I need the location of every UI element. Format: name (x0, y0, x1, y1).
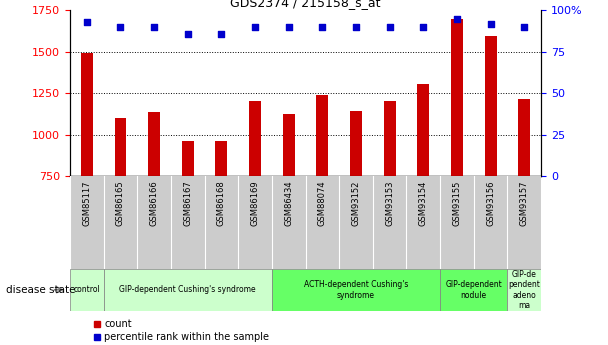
Point (183, 31, 193, 36)
Point (284, 24, 294, 30)
Bar (451, 19, 463, 300)
Text: GSM85117: GSM85117 (82, 181, 91, 226)
Text: GIP-dependent
nodule: GIP-dependent nodule (446, 280, 502, 299)
Bar (182, 141, 193, 300)
Point (351, 24, 361, 30)
Point (452, 16, 462, 21)
Text: GSM93153: GSM93153 (385, 181, 394, 226)
Bar (249, 101, 261, 300)
Text: GIP-dependent Cushing's syndrome: GIP-dependent Cushing's syndrome (119, 285, 256, 294)
Bar (103, 269, 272, 310)
Text: GSM86168: GSM86168 (217, 181, 226, 226)
Text: GIP-de
pendent
adeno
ma: GIP-de pendent adeno ma (508, 270, 541, 310)
Point (418, 24, 428, 30)
Bar (81, 53, 92, 300)
Text: GSM93157: GSM93157 (520, 181, 529, 226)
Point (317, 24, 327, 30)
Point (486, 21, 496, 26)
Text: GSM86167: GSM86167 (183, 181, 192, 226)
Text: ACTH-dependent Cushing's
syndrome: ACTH-dependent Cushing's syndrome (304, 280, 408, 299)
Text: GSM93156: GSM93156 (486, 181, 495, 226)
Bar (316, 95, 328, 300)
Legend: count, percentile rank within the sample: count, percentile rank within the sample (89, 315, 274, 345)
Bar (272, 269, 440, 310)
Text: disease state: disease state (6, 285, 75, 295)
Point (385, 24, 395, 30)
Bar (283, 114, 295, 300)
Point (116, 24, 125, 30)
Bar (508, 269, 541, 310)
Text: GSM93152: GSM93152 (351, 181, 361, 226)
Text: GSM86166: GSM86166 (150, 181, 159, 226)
Point (519, 24, 529, 30)
Bar (485, 36, 497, 300)
Text: GSM86165: GSM86165 (116, 181, 125, 226)
Bar (148, 112, 160, 300)
Point (216, 31, 226, 36)
Bar (384, 101, 396, 300)
Text: GSM93155: GSM93155 (452, 181, 461, 226)
Text: control: control (74, 285, 100, 294)
Text: GSM88074: GSM88074 (318, 181, 327, 226)
Point (82, 19, 92, 25)
Text: GSM86434: GSM86434 (284, 181, 293, 226)
Text: GSM86169: GSM86169 (250, 181, 260, 226)
Bar (440, 269, 508, 310)
Point (250, 24, 260, 30)
Bar (519, 99, 530, 300)
Bar (350, 111, 362, 300)
Bar (215, 141, 227, 300)
Bar (70, 269, 103, 310)
Bar (114, 118, 126, 300)
Point (149, 24, 159, 30)
Title: GDS2374 / 215158_s_at: GDS2374 / 215158_s_at (230, 0, 381, 9)
Bar (418, 84, 429, 300)
Text: GSM93154: GSM93154 (419, 181, 428, 226)
